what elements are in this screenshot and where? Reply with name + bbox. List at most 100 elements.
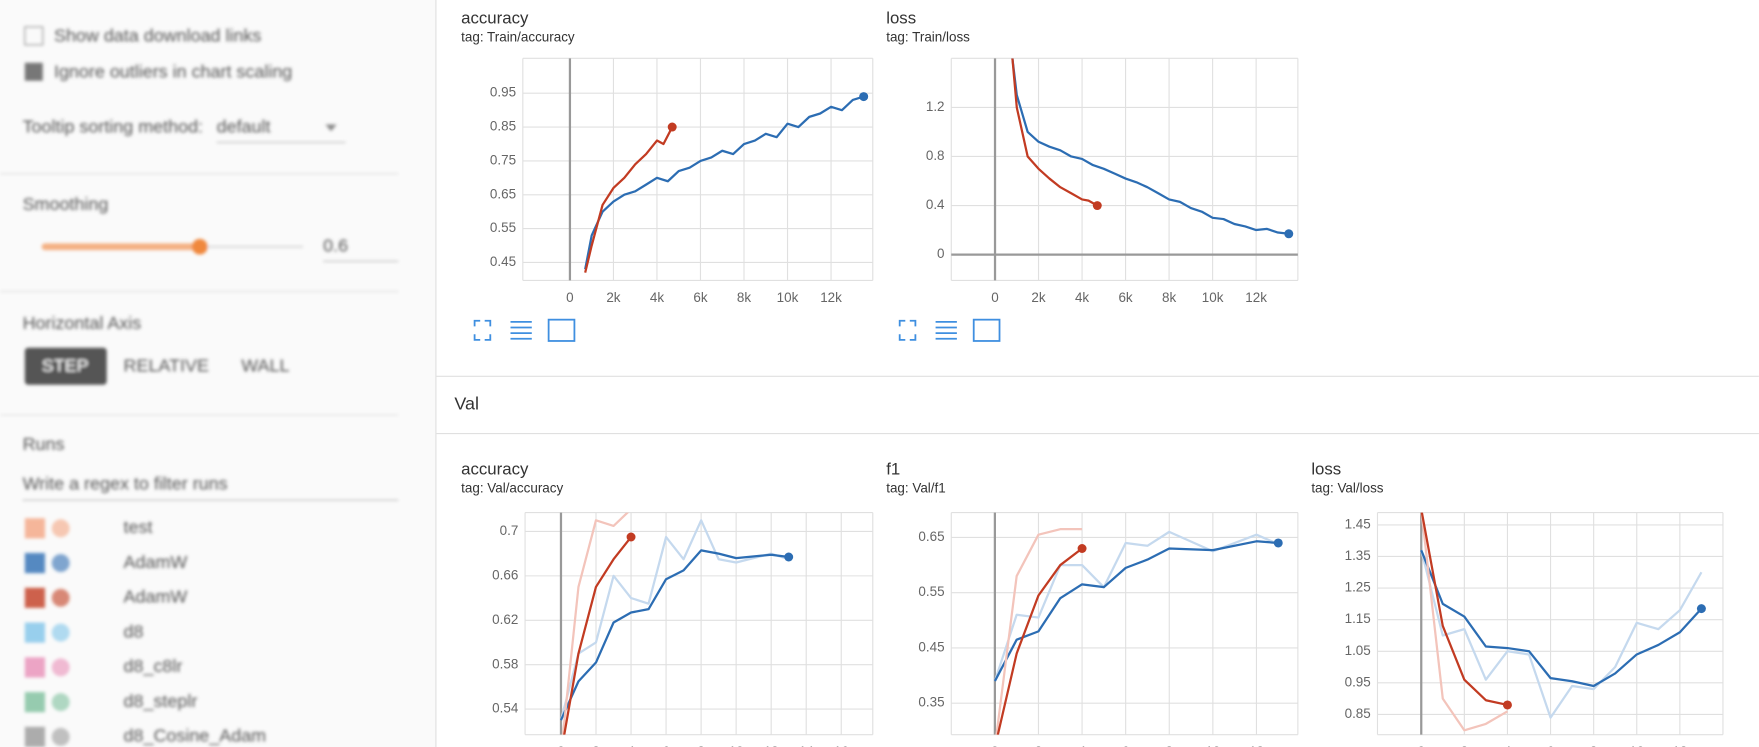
run-color	[51, 588, 70, 607]
run-checkbox[interactable]	[24, 518, 46, 539]
series-line	[993, 530, 1279, 682]
plot	[1011, 58, 1289, 235]
section-label: Smoothing	[23, 194, 109, 214]
run-checkbox[interactable]	[24, 552, 46, 574]
y-tick-label: 0.45	[490, 254, 516, 269]
run-name: test	[124, 517, 153, 537]
y-tick-label: 0.65	[918, 529, 944, 544]
section-label: Runs	[23, 434, 65, 454]
run-name: d8_steplr	[124, 691, 198, 712]
run-checkbox[interactable]	[24, 657, 46, 678]
end-marker	[1273, 538, 1283, 548]
series-line	[995, 528, 1083, 735]
y-tick-label: 0.7	[500, 523, 519, 538]
chart: accuracy tag: Val/accuracy 0.54 0.58 0.62 0.6…	[461, 459, 874, 747]
run-color	[51, 519, 70, 538]
x-tick-label: 12k	[820, 290, 842, 305]
data-icon[interactable]	[510, 321, 532, 340]
run-name: AdamW	[124, 552, 188, 572]
checkbox[interactable]	[24, 26, 44, 46]
y-tick-label: 1.25	[1345, 580, 1371, 595]
plot	[993, 528, 1279, 735]
run-checkbox[interactable]	[24, 726, 46, 747]
x-tick-label: 10	[1205, 744, 1220, 747]
series-line	[1011, 58, 1098, 207]
run-checkbox[interactable]	[24, 587, 46, 608]
end-marker	[1696, 604, 1706, 614]
end-marker	[1284, 229, 1294, 239]
fullscreen-icon[interactable]	[473, 319, 492, 341]
checkbox[interactable]	[24, 62, 43, 81]
x-tick-label: 2k	[1031, 290, 1045, 305]
x-tick-label: 4k	[650, 290, 664, 305]
y-tick-label: 1.05	[1345, 643, 1371, 658]
series-line	[559, 519, 789, 721]
x-tick-label: 12	[1672, 744, 1687, 747]
plot	[584, 95, 865, 273]
y-tick-label: 0.54	[492, 701, 519, 716]
dropdown-arrow[interactable]	[325, 124, 337, 132]
run-color	[51, 727, 70, 746]
end-marker	[1502, 700, 1512, 710]
series-line	[993, 540, 1279, 682]
slider-thumb[interactable]	[191, 238, 208, 255]
series-line	[1011, 58, 1289, 235]
y-tick-label: 0.8	[926, 148, 945, 163]
fit-icon[interactable]	[547, 318, 576, 342]
section-title: Val	[454, 394, 479, 414]
chart-tag: tag: Train/accuracy	[461, 30, 575, 45]
x-tick-label: 8	[697, 744, 704, 747]
series-line	[1420, 549, 1703, 688]
end-marker	[1077, 544, 1087, 553]
x-tick-label: 8k	[1162, 290, 1176, 305]
series-line	[584, 126, 674, 273]
run-checkbox[interactable]	[24, 692, 46, 713]
y-tick-label: 1.15	[1345, 611, 1371, 626]
end-marker	[626, 532, 636, 542]
chart-title: f1	[886, 459, 900, 478]
y-tick-label: 0.85	[490, 119, 516, 134]
axis-button-label[interactable]: RELATIVE	[124, 356, 209, 376]
y-tick-label: 1.35	[1345, 548, 1371, 563]
y-tick-label: 0.85	[1345, 706, 1371, 721]
data-icon[interactable]	[935, 321, 957, 340]
dropdown-value[interactable]: default	[217, 117, 271, 137]
x-tick-label: 4k	[1075, 290, 1089, 305]
x-tick-label: 2	[1461, 744, 1468, 747]
x-tick-label: 6k	[693, 290, 707, 305]
end-marker	[1092, 201, 1102, 211]
x-tick-label: 16	[834, 744, 849, 747]
chart-title: accuracy	[461, 459, 529, 478]
runs-filter[interactable]: Write a regex to filter runs	[23, 473, 228, 493]
x-tick-label: 6k	[1118, 290, 1132, 305]
run-color	[51, 658, 70, 677]
option-label: Ignore outliers in chart scaling	[54, 62, 292, 82]
series-line	[563, 536, 632, 735]
fullscreen-icon[interactable]	[898, 319, 917, 341]
y-tick-label: 0.66	[492, 567, 518, 582]
y-tick-label: 0.62	[492, 612, 518, 627]
x-tick-label: 0	[566, 290, 573, 305]
x-tick-label: 4	[1504, 744, 1512, 747]
chart-title: loss	[886, 9, 916, 28]
run-color	[51, 623, 70, 642]
axis-button[interactable]	[24, 347, 107, 385]
y-tick-label: 0.75	[490, 152, 516, 167]
x-tick-label: 8	[1590, 744, 1597, 747]
end-marker	[859, 92, 869, 102]
x-tick-label: 12	[1249, 744, 1264, 747]
x-tick-label: 12	[764, 744, 779, 747]
x-tick-label: 4	[627, 744, 635, 747]
chart: f1 tag: Val/f1 0.35 0.45 0.55 0.65 0 2 4 6 8 10 12	[886, 459, 1299, 747]
series-line	[584, 95, 865, 270]
run-checkbox[interactable]	[24, 622, 46, 643]
fit-icon[interactable]	[972, 318, 1001, 342]
run-name: d8_c8lr	[124, 656, 183, 677]
slider-value[interactable]: 0.6	[323, 235, 348, 255]
axis-button-label[interactable]: WALL	[241, 356, 289, 376]
x-tick-label: 10k	[1202, 290, 1224, 305]
series-line	[561, 512, 630, 735]
x-tick-label: 2	[1035, 744, 1042, 747]
